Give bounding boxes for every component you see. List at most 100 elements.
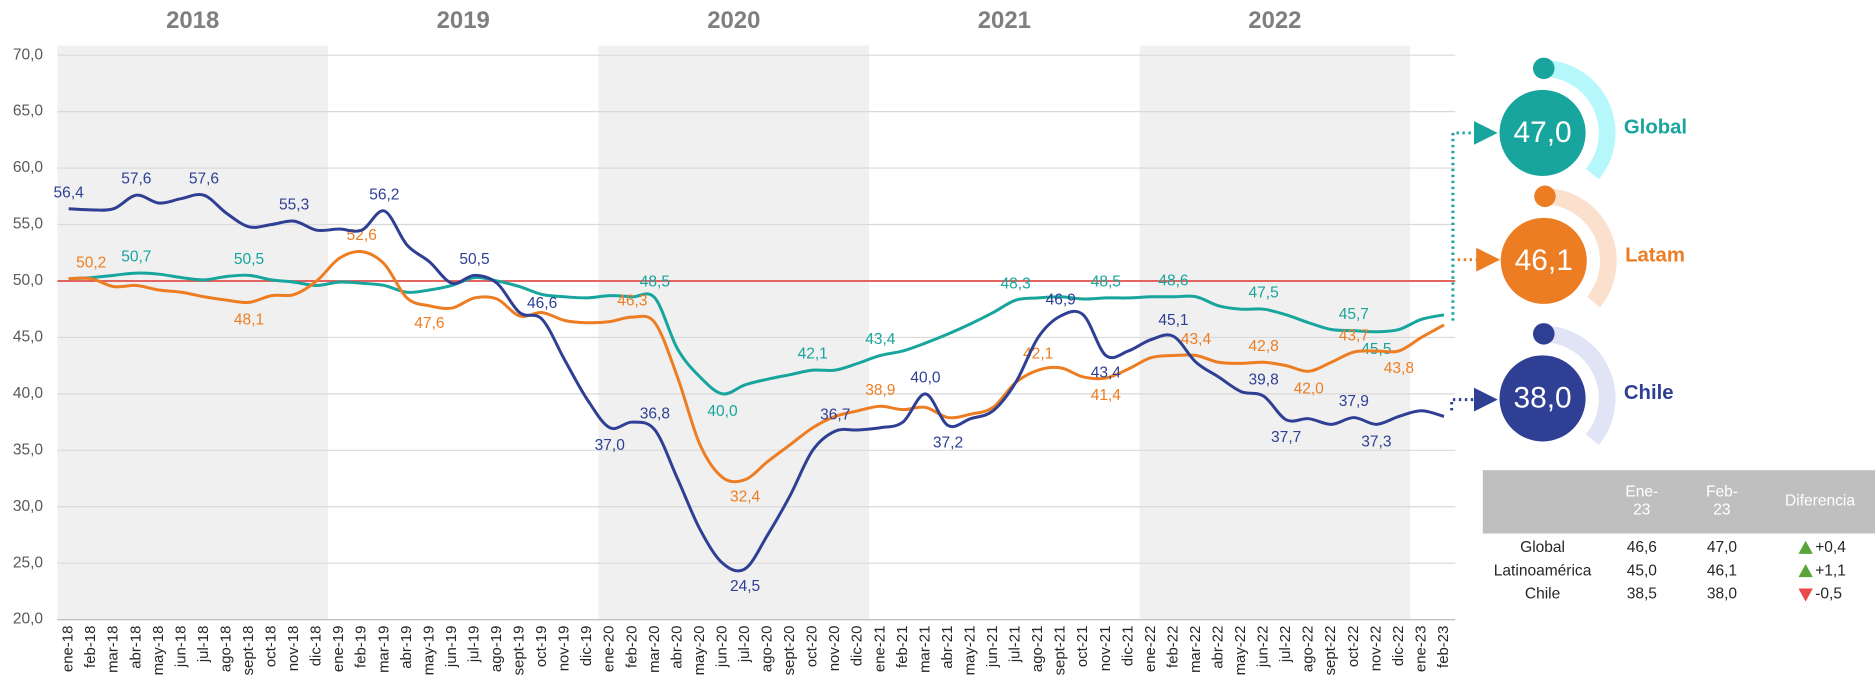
table-header: 23: [1713, 501, 1730, 518]
connector-arrow: [1451, 120, 1498, 321]
x-tick-label: sept-22: [1322, 626, 1339, 676]
x-tick-label: abr-18: [127, 626, 144, 669]
data-label: 45,7: [1339, 306, 1369, 323]
y-tick-label: 25,0: [13, 554, 44, 571]
data-label: 56,2: [369, 187, 399, 204]
table-row-name: Latinoamérica: [1494, 562, 1592, 579]
decor-dot: [1533, 323, 1555, 345]
data-label: 43,8: [1384, 360, 1414, 377]
x-tick-label: dic-22: [1390, 626, 1407, 667]
connector-arrow: [1450, 387, 1498, 412]
data-label: 40,0: [910, 369, 941, 386]
x-tick-label: abr-22: [1209, 626, 1226, 669]
bubble-label: 47,0: [1513, 116, 1571, 149]
x-tick-label: feb-19: [353, 626, 370, 668]
table-cell: 46,6: [1627, 539, 1657, 556]
y-tick-label: 30,0: [13, 498, 44, 515]
x-tick-label: jun-21: [984, 626, 1001, 669]
decor-arc: [1542, 59, 1616, 180]
x-tick-label: jun-18: [172, 626, 189, 669]
series-line: [68, 249, 1445, 484]
table-cell: 46,1: [1707, 562, 1737, 579]
x-tick-label: ago-22: [1300, 626, 1317, 673]
year-label: 2021: [978, 7, 1031, 34]
series-name: Global: [1624, 117, 1687, 139]
x-tick-label: sept-20: [781, 626, 798, 676]
x-tick-label: feb-20: [623, 626, 640, 668]
x-tick-label: mar-18: [105, 626, 122, 673]
down-triangle: [1798, 588, 1813, 602]
table-header: Feb-: [1706, 483, 1738, 500]
data-label: 39,8: [1249, 372, 1279, 389]
x-tick-label: may-19: [420, 626, 437, 676]
value-bubble: [1500, 217, 1587, 304]
x-tick-label: abr-21: [939, 626, 956, 669]
data-label: 50,5: [234, 251, 264, 268]
y-tick-label: 20,0: [13, 611, 44, 628]
data-label: 48,3: [1001, 276, 1031, 293]
data-label: 57,6: [189, 171, 219, 188]
data-label: 40,0: [707, 403, 738, 420]
data-label: 57,6: [121, 171, 151, 188]
y-tick-label: 65,0: [13, 103, 44, 120]
bubble-label: 46,1: [1515, 244, 1573, 277]
x-tick-label: feb-23: [1435, 626, 1452, 668]
series-name: Latam: [1625, 244, 1685, 266]
table-cell: 38,5: [1627, 586, 1657, 603]
year-label: 2018: [166, 7, 219, 34]
decor-arc: [1542, 325, 1616, 445]
x-tick-label: dic-18: [308, 626, 325, 667]
table-cell: 47,0: [1707, 539, 1738, 556]
table-row-name: Chile: [1525, 586, 1560, 603]
x-tick-label: jun-22: [1255, 626, 1272, 669]
x-tick-label: nov-21: [1097, 626, 1114, 672]
x-tick-label: mar-21: [916, 626, 933, 673]
x-tick-label: feb-21: [894, 626, 911, 668]
decor-dot: [1534, 185, 1556, 208]
data-label: 55,3: [279, 197, 309, 214]
x-tick-label: jul-18: [195, 626, 212, 664]
value-bubble: [1499, 89, 1586, 176]
decor-arc: [1543, 187, 1617, 308]
x-tick-label: may-18: [150, 626, 167, 676]
x-tick-label: oct-18: [263, 626, 280, 668]
x-tick-label: feb-22: [1164, 626, 1181, 668]
data-label: 24,5: [730, 578, 760, 595]
table-row-name: Global: [1520, 539, 1565, 556]
data-label: 42,1: [798, 346, 828, 363]
data-label: 37,0: [595, 437, 626, 454]
data-label: 43,4: [1181, 331, 1212, 348]
x-tick-label: dic-20: [849, 626, 866, 667]
data-label: 50,7: [121, 249, 151, 266]
x-tick-label: sept-18: [240, 626, 257, 676]
y-tick-label: 70,0: [13, 46, 44, 63]
x-tick-label: ago-20: [759, 626, 776, 673]
x-tick-label: nov-20: [826, 626, 843, 672]
data-label: 45,1: [1158, 312, 1188, 329]
data-label: 41,4: [1091, 387, 1122, 404]
x-tick-label: ene-18: [60, 626, 77, 673]
year-band: [57, 45, 328, 620]
x-tick-label: abr-20: [668, 626, 685, 669]
data-label: 47,6: [414, 315, 444, 332]
x-tick-label: nov-19: [556, 626, 573, 672]
x-tick-label: ago-19: [488, 626, 505, 673]
y-tick-label: 45,0: [13, 329, 44, 346]
data-label: 43,4: [1091, 365, 1122, 382]
data-label: 38,9: [865, 382, 895, 399]
year-label: 2019: [437, 7, 490, 34]
x-tick-label: may-21: [961, 626, 978, 676]
value-bubble: [1499, 355, 1586, 442]
bubble-label: 38,0: [1513, 381, 1571, 414]
year-label: 2022: [1248, 7, 1301, 34]
series-name: Chile: [1624, 382, 1674, 404]
x-tick-label: feb-18: [82, 626, 99, 668]
table-cell: -0,5: [1815, 586, 1842, 603]
y-tick-label: 50,0: [13, 272, 44, 289]
x-tick-label: mar-20: [646, 626, 663, 673]
data-label: 37,2: [933, 435, 963, 452]
data-label: 36,8: [640, 406, 670, 423]
series-line: [68, 271, 1445, 396]
x-tick-label: ene-23: [1412, 626, 1429, 673]
